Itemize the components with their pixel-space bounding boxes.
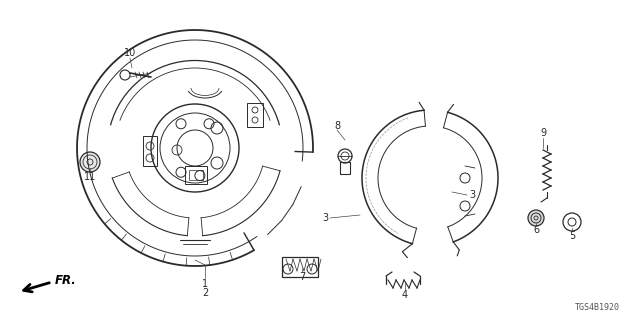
Text: 11: 11 <box>84 172 96 182</box>
Text: 7: 7 <box>299 272 305 282</box>
Text: 2: 2 <box>202 288 208 298</box>
Text: 9: 9 <box>540 128 546 138</box>
Text: 3: 3 <box>469 190 475 200</box>
Circle shape <box>528 210 544 226</box>
Text: 5: 5 <box>569 231 575 241</box>
Text: 10: 10 <box>124 48 136 58</box>
Text: 1: 1 <box>202 279 208 289</box>
Text: FR.: FR. <box>55 275 77 287</box>
Text: 3: 3 <box>322 213 328 223</box>
Text: 8: 8 <box>334 121 340 131</box>
Text: TGS4B1920: TGS4B1920 <box>575 303 620 312</box>
Circle shape <box>80 152 100 172</box>
Text: 6: 6 <box>533 225 539 235</box>
Text: 4: 4 <box>402 290 408 300</box>
